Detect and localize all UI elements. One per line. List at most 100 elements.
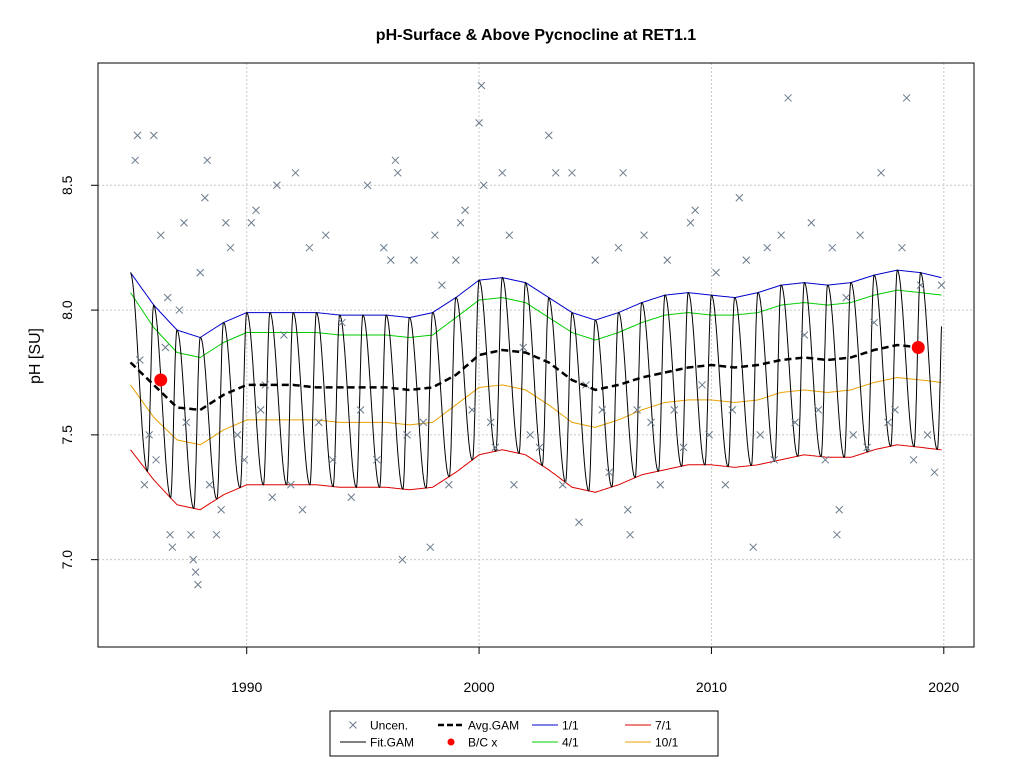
- uncensored-point: [835, 505, 844, 514]
- legend-label: 7/1: [655, 719, 672, 733]
- uncensored-point: [923, 431, 932, 439]
- uncensored-point: [551, 168, 560, 177]
- series-line-1-1: [130, 269, 942, 339]
- uncensored-point: [937, 281, 946, 289]
- uncensored-point: [814, 406, 823, 414]
- uncensored-point: [149, 131, 158, 140]
- uncensored-point: [194, 580, 202, 589]
- uncensored-point: [156, 231, 165, 240]
- uncensored-point: [558, 480, 567, 489]
- uncensored-point: [777, 231, 785, 240]
- uncensored-point: [163, 293, 172, 302]
- uncensored-point: [205, 480, 214, 489]
- uncensored-point: [679, 443, 688, 452]
- uncensored-point: [491, 443, 500, 452]
- y-tick-label: 8.5: [59, 175, 75, 195]
- uncensored-point: [526, 431, 535, 439]
- uncensored-point: [398, 555, 407, 564]
- uncensored-point: [133, 131, 142, 140]
- uncensored-point: [916, 281, 925, 289]
- uncensored-point: [201, 193, 209, 202]
- bc-point: [154, 373, 168, 387]
- uncensored-point: [431, 231, 439, 240]
- uncensored-point: [902, 94, 911, 102]
- uncensored-point: [863, 443, 871, 452]
- uncensored-point: [338, 318, 346, 327]
- uncensored-point: [298, 505, 307, 514]
- uncensored-point: [691, 206, 700, 215]
- uncensored-point: [498, 168, 507, 177]
- uncensored-point: [633, 406, 641, 414]
- x-tick-label: 2000: [463, 679, 494, 695]
- uncensored-point: [328, 455, 337, 464]
- legend-label: Uncen.: [370, 719, 408, 733]
- uncensored-point: [347, 493, 356, 502]
- uncensored-point: [877, 168, 885, 177]
- uncensored-point: [619, 168, 627, 177]
- uncensored-point: [187, 530, 195, 539]
- bc-point: [911, 341, 925, 355]
- uncensored-point: [870, 318, 878, 327]
- legend-label: 4/1: [562, 736, 579, 750]
- uncensored-point: [833, 530, 841, 539]
- uncensored-point: [203, 156, 212, 165]
- y-tick-label: 7.0: [59, 550, 75, 570]
- uncensored-point: [168, 543, 177, 552]
- uncensored-point: [784, 94, 792, 102]
- uncensored-point: [445, 480, 453, 489]
- uncensored-point: [314, 418, 323, 427]
- uncensored-point: [891, 406, 899, 414]
- uncensored-point: [180, 218, 188, 227]
- uncensored-point: [379, 243, 388, 252]
- uncensored-point: [419, 418, 428, 427]
- uncensored-point: [770, 455, 779, 464]
- axes: 1990 2000 2010 2020 7.0 7.5 8.0 8.5: [59, 175, 960, 695]
- legend-label: Avg.GAM: [468, 719, 519, 733]
- uncensored-point: [161, 343, 170, 352]
- uncensored-point: [321, 231, 330, 240]
- uncensored-point: [647, 418, 655, 427]
- x-tick-label: 2020: [928, 679, 959, 695]
- legend-cross-icon: [349, 721, 357, 729]
- uncensored-point: [742, 256, 751, 265]
- uncensored-point: [386, 256, 395, 265]
- y-axis-label: pH [SU]: [27, 328, 44, 384]
- uncensored-point: [140, 480, 149, 489]
- uncensored-point: [252, 206, 260, 215]
- uncensored-point: [426, 543, 435, 552]
- uncensored-point: [403, 431, 411, 439]
- uncensored-point: [721, 480, 730, 489]
- uncensored-point: [273, 181, 281, 190]
- uncensored-point: [233, 431, 242, 439]
- uncensored-point: [828, 243, 837, 252]
- uncensored-point: [196, 268, 205, 277]
- avg-gam-curve: [129, 343, 921, 412]
- legend-item: 1/1: [532, 719, 579, 733]
- uncensored-point: [856, 231, 864, 240]
- grid-lines: [98, 63, 974, 647]
- uncensored-point: [145, 431, 153, 439]
- uncensored-point: [438, 281, 446, 289]
- legend-item: 10/1: [625, 736, 679, 750]
- uncensored-point: [568, 168, 576, 177]
- uncensored-point: [842, 293, 851, 302]
- uncensored-point: [519, 343, 528, 352]
- uncensored-point: [268, 493, 277, 502]
- uncensored-point: [486, 418, 495, 427]
- uncensored-point: [686, 218, 695, 227]
- legend-item: Avg.GAM: [438, 719, 519, 733]
- legend-label: 1/1: [562, 719, 579, 733]
- uncensored-point: [663, 256, 672, 265]
- uncensored-points: [131, 81, 946, 589]
- uncensored-point: [670, 406, 679, 414]
- uncensored-point: [256, 406, 265, 414]
- uncensored-point: [591, 256, 600, 265]
- legend-label: B/C x: [468, 736, 497, 750]
- legend-box: [329, 710, 719, 757]
- uncensored-point: [212, 530, 221, 539]
- legend-item: 7/1: [625, 719, 672, 733]
- uncensored-point: [800, 331, 809, 339]
- uncensored-point: [477, 81, 486, 90]
- legend-dot-icon: [447, 738, 455, 746]
